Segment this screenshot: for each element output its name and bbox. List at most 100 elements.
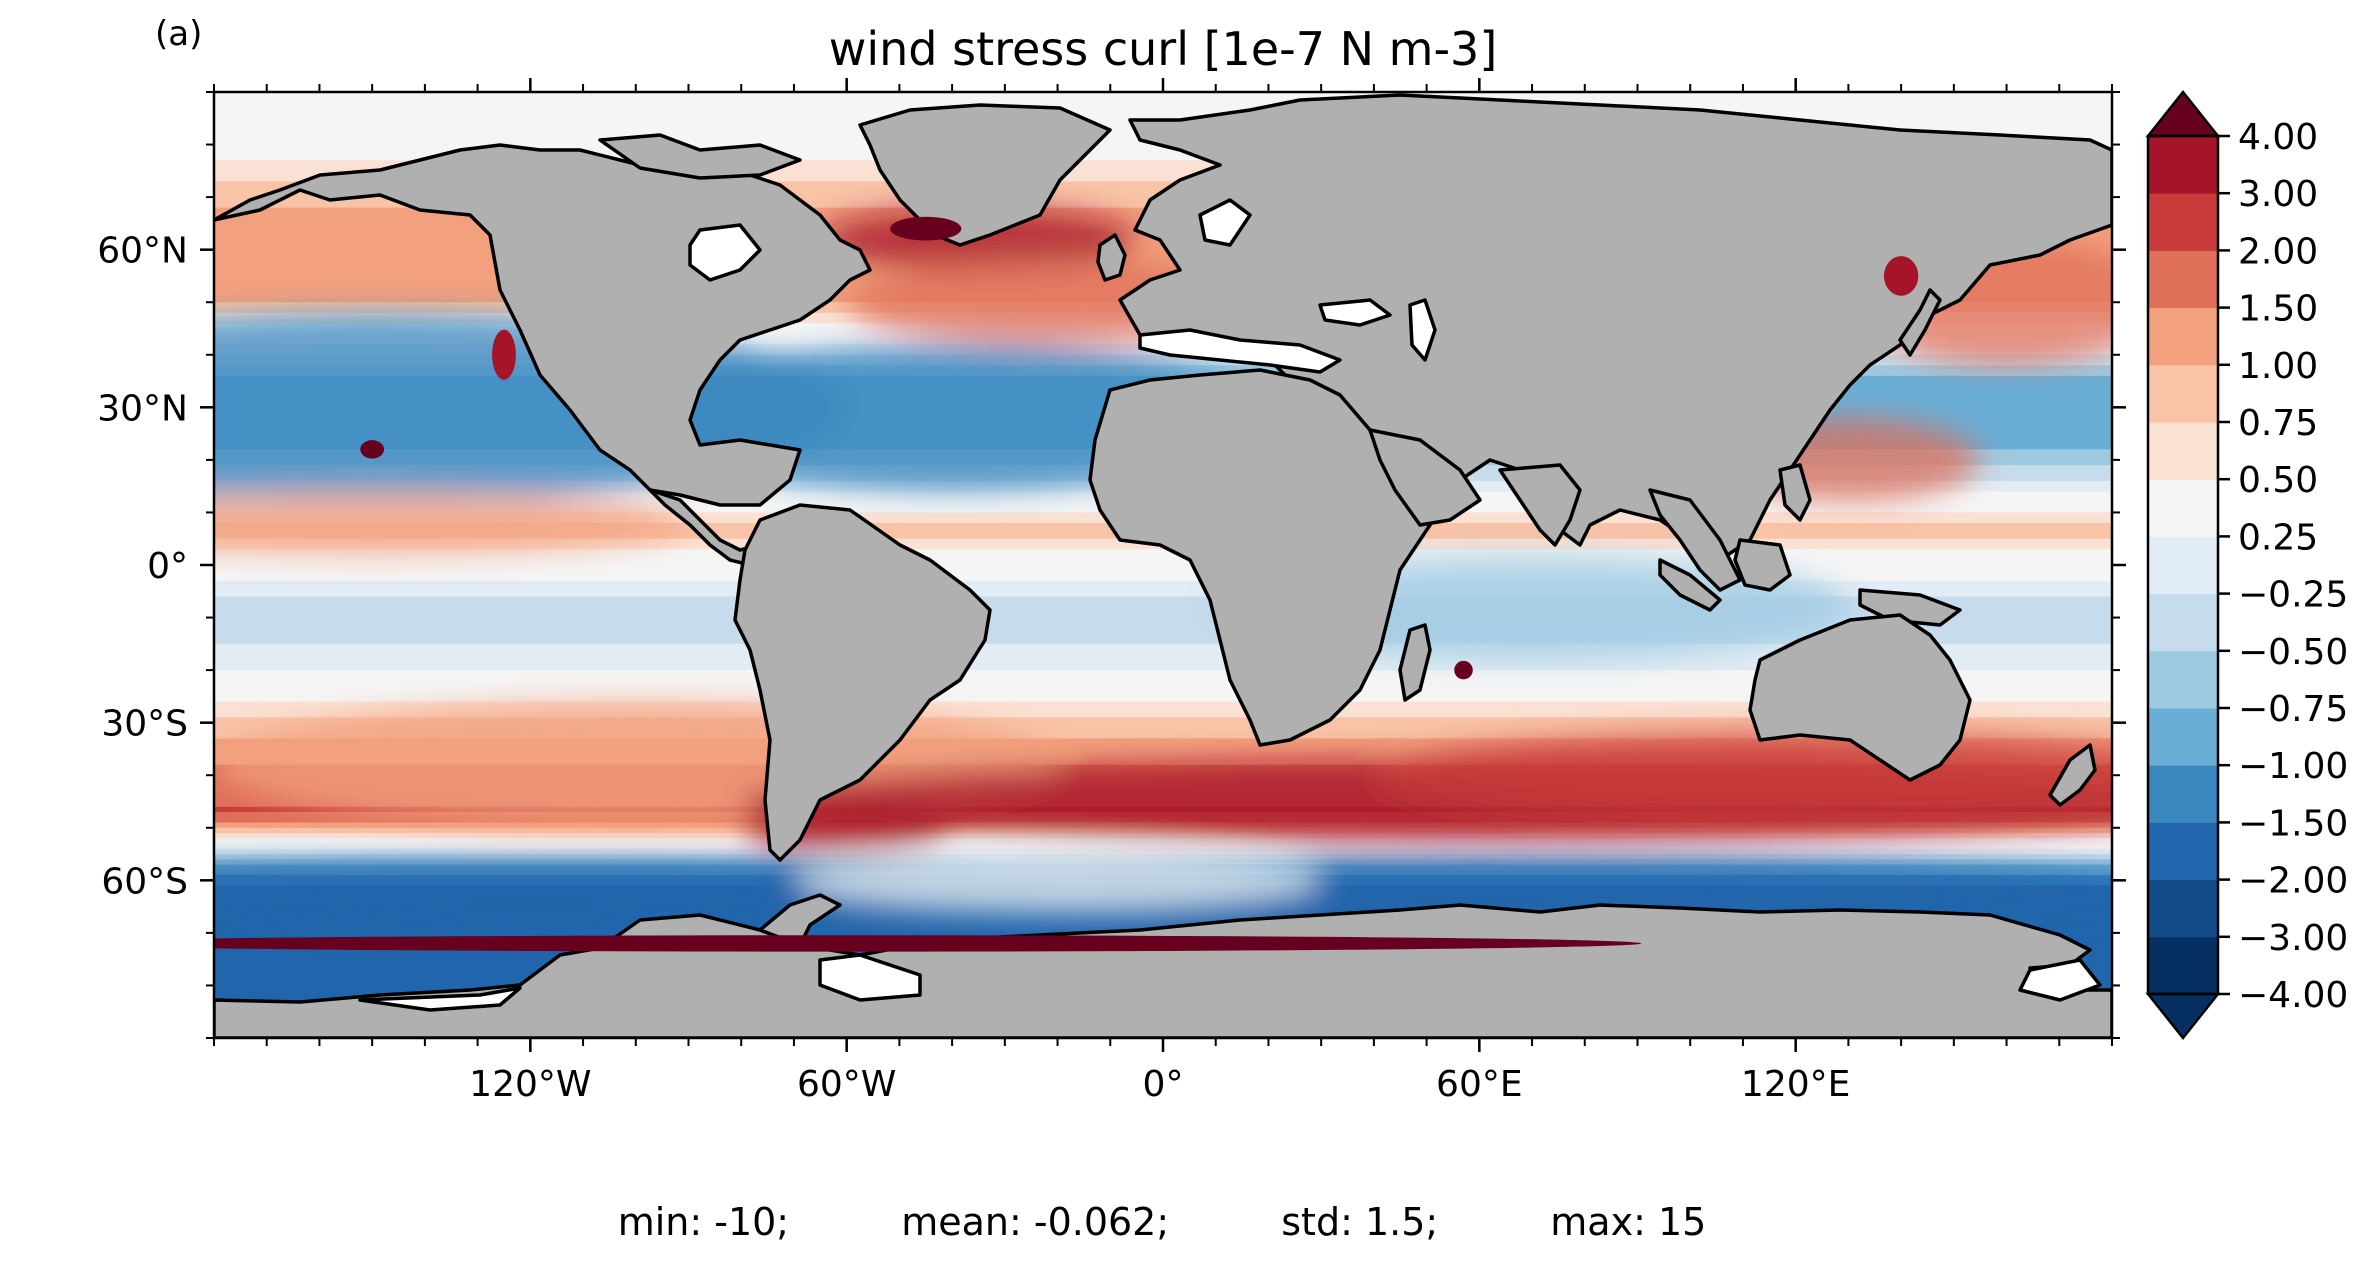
- field-band: [214, 254, 2112, 261]
- field-band: [214, 649, 2112, 655]
- colorbar-tick-label: −0.75: [2238, 689, 2348, 730]
- colorbar-tick-label: −0.50: [2238, 632, 2348, 673]
- colorbar-tick-label: 2.00: [2238, 231, 2318, 272]
- colorbar-tick-label: 0.50: [2238, 460, 2318, 501]
- colorbar-tick-label: −1.50: [2238, 803, 2348, 844]
- stat-std: std: 1.5;: [1281, 1200, 1439, 1244]
- field-band: [214, 107, 2112, 114]
- field-band: [214, 706, 2112, 713]
- coastal-feature: [492, 329, 516, 380]
- field-band: [214, 843, 2112, 850]
- field-band: [214, 838, 2112, 845]
- field-band: [214, 670, 2112, 676]
- colorbar-extend-max: [2145, 89, 2221, 138]
- colorbar-segment: [2148, 250, 2218, 309]
- colorbar-tick-label: −1.00: [2238, 746, 2348, 787]
- black-sea: [1318, 298, 1392, 327]
- ross-ice-shelf: [2018, 958, 2102, 1002]
- field-band: [214, 922, 2112, 929]
- japan-land: [1898, 288, 1942, 357]
- mediterranean-sea: [1138, 328, 1342, 374]
- weddell-ice-shelf: [818, 953, 922, 1002]
- colorbar-tick-label: 0.25: [2238, 517, 2318, 558]
- colorbar-segment: [2148, 822, 2218, 881]
- field-band: [214, 607, 2112, 613]
- field-band: [214, 113, 2112, 119]
- field-band: [214, 160, 2112, 167]
- field-band: [214, 360, 2112, 366]
- field-band: [214, 754, 2112, 761]
- field-band: [214, 549, 2112, 556]
- field-band: [214, 917, 2112, 923]
- field-band: [214, 643, 2112, 650]
- new-zealand-land: [2048, 743, 2097, 807]
- field-band: [214, 654, 2112, 661]
- field-band: [214, 612, 2112, 619]
- field-band: [214, 633, 2112, 640]
- field-band: [214, 176, 2112, 182]
- colorbar-tick-label: 0.75: [2238, 403, 2318, 444]
- colorbar-segment: [2148, 708, 2218, 766]
- africa-land: [1088, 368, 1442, 747]
- caspian-sea: [1408, 298, 1437, 362]
- greenland-land: [858, 103, 1112, 247]
- colorbar-segment: [2148, 765, 2218, 823]
- lat-tick-label: 60°N: [97, 231, 188, 272]
- philippines-land: [1778, 463, 1812, 522]
- colorbar-segment: [2148, 536, 2218, 595]
- field-band: [214, 181, 2112, 188]
- lat-tick-label: 30°S: [101, 704, 188, 745]
- britain-land: [1096, 233, 1127, 282]
- panel-label: (a): [155, 14, 203, 54]
- field-band: [214, 748, 2112, 755]
- colorbar: 4.00 3.00 2.00 1.50 1.00 0.75 0.50 0.25 −0.25 −0.…: [2145, 89, 2348, 1041]
- colorbar-segment: [2148, 650, 2218, 709]
- colorbar-tick-label: −3.00: [2238, 918, 2348, 959]
- coastal-feature: [890, 216, 962, 241]
- field-band: [214, 260, 2112, 267]
- field-band: [214, 638, 2112, 645]
- map-title: wind stress curl [1e-7 N m-3]: [828, 22, 1498, 76]
- field-band: [214, 165, 2112, 172]
- field-band: [214, 717, 2112, 724]
- field-band: [214, 354, 2112, 361]
- stat-mean: mean: -0.062;: [901, 1200, 1170, 1244]
- colorbar-segment: [2148, 936, 2218, 995]
- arctic-islands: [598, 133, 802, 180]
- colorbar-tick-label: 3.00: [2238, 174, 2318, 215]
- australia-land: [1748, 613, 1972, 782]
- colorbar-tick-label: 1.50: [2238, 289, 2318, 330]
- field-band: [214, 685, 2112, 692]
- field-feature: [214, 491, 689, 555]
- colorbar-segment: [2148, 422, 2218, 480]
- field-band: [214, 659, 2112, 666]
- field-band: [214, 664, 2112, 671]
- field-band: [214, 733, 2112, 740]
- field-band: [214, 249, 2112, 256]
- field-band: [214, 170, 2112, 177]
- lon-tick-label: 120°E: [1741, 1064, 1850, 1105]
- colorbar-segment: [2148, 879, 2218, 938]
- field-band: [214, 738, 2112, 745]
- map-ticks: 120°W 60°W 0° 60°E 120°E 60°N 30°N 0° 30°S 60°S: [97, 78, 2126, 1105]
- colorbar-extend-min: [2145, 992, 2221, 1041]
- colorbar-segment: [2148, 364, 2218, 423]
- colorbar-tick-label: −0.25: [2238, 575, 2348, 616]
- field-band: [214, 554, 2112, 561]
- indochina-land: [1648, 488, 1742, 592]
- lat-tick-label: 30°N: [97, 388, 188, 429]
- field-band: [214, 155, 2112, 161]
- field-band: [214, 601, 2112, 608]
- arabian-peninsula: [1368, 428, 1482, 527]
- colorbar-segment: [2148, 593, 2218, 652]
- colorbar-segment: [2148, 136, 2218, 194]
- lon-tick-label: 0°: [1143, 1064, 1184, 1105]
- lon-tick-label: 60°E: [1436, 1064, 1523, 1105]
- field-band: [214, 102, 2112, 109]
- field-band: [214, 701, 2112, 708]
- coastal-feature: [214, 935, 1642, 952]
- india-land: [1498, 463, 1582, 547]
- field-band: [214, 743, 2112, 750]
- field-band: [214, 559, 2112, 566]
